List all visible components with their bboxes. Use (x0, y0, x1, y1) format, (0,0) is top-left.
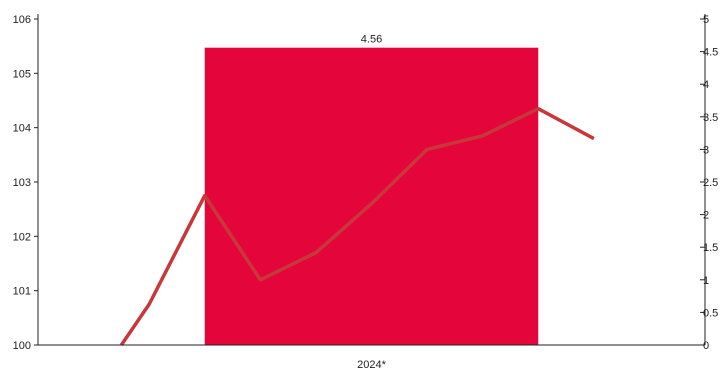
x-category-label: 2024* (357, 359, 386, 369)
right-tick-label: 2 (703, 210, 709, 222)
axes-layer (34, 14, 706, 346)
line-layer (119, 106, 595, 346)
right-tick-label: 4.5 (703, 47, 718, 59)
bar (204, 47, 539, 346)
right-tick-label: 3.5 (703, 112, 718, 124)
right-tick-label: 1 (703, 275, 709, 287)
right-tick-label: 5 (703, 14, 709, 26)
line-series (119, 106, 595, 346)
left-tick-label: 103 (13, 177, 31, 189)
left-tick-label: 104 (13, 123, 31, 135)
bars-layer (204, 47, 539, 346)
left-tick-label: 101 (13, 286, 31, 298)
right-tick-label: 0 (703, 340, 709, 352)
bar-data-label: 4.56 (361, 34, 382, 46)
right-tick-label: 1.5 (703, 242, 718, 254)
right-tick-label: 3 (703, 144, 709, 156)
right-tick-label: 2.5 (703, 177, 718, 189)
left-tick-label: 100 (13, 340, 31, 352)
left-tick-label: 105 (13, 68, 31, 80)
right-tick-label: 4 (703, 79, 709, 91)
left-tick-label: 106 (13, 14, 31, 26)
labels-layer: 4.56 100 101 102 103 104 105 106 0 0.5 1 1.5 2 2.5 3 3.… (13, 14, 719, 369)
right-tick-label: 0.5 (703, 307, 718, 319)
left-tick-label: 102 (13, 231, 31, 243)
